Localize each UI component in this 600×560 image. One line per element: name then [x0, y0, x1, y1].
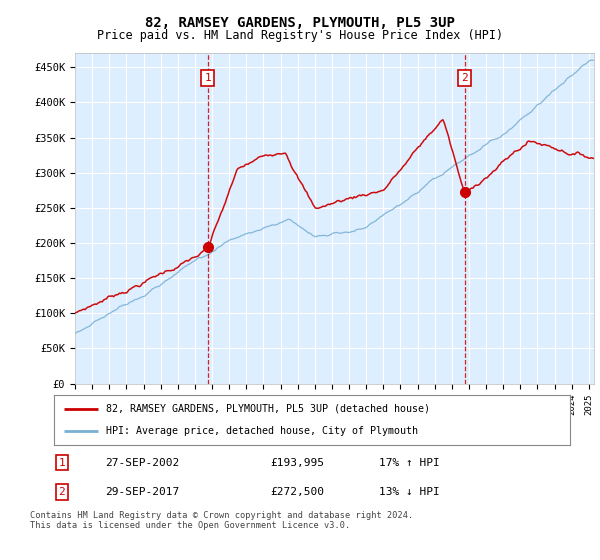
Text: 27-SEP-2002: 27-SEP-2002 — [106, 458, 180, 468]
Text: 82, RAMSEY GARDENS, PLYMOUTH, PL5 3UP: 82, RAMSEY GARDENS, PLYMOUTH, PL5 3UP — [145, 16, 455, 30]
Text: HPI: Average price, detached house, City of Plymouth: HPI: Average price, detached house, City… — [106, 426, 418, 436]
Text: 2: 2 — [58, 487, 65, 497]
Text: 17% ↑ HPI: 17% ↑ HPI — [379, 458, 440, 468]
Text: 29-SEP-2017: 29-SEP-2017 — [106, 487, 180, 497]
Text: 2: 2 — [461, 73, 468, 83]
Text: 1: 1 — [205, 73, 211, 83]
Text: Price paid vs. HM Land Registry's House Price Index (HPI): Price paid vs. HM Land Registry's House … — [97, 29, 503, 42]
Text: 1: 1 — [58, 458, 65, 468]
Text: £193,995: £193,995 — [271, 458, 325, 468]
Text: 82, RAMSEY GARDENS, PLYMOUTH, PL5 3UP (detached house): 82, RAMSEY GARDENS, PLYMOUTH, PL5 3UP (d… — [106, 404, 430, 414]
Text: 13% ↓ HPI: 13% ↓ HPI — [379, 487, 440, 497]
Text: Contains HM Land Registry data © Crown copyright and database right 2024.
This d: Contains HM Land Registry data © Crown c… — [30, 511, 413, 530]
Text: £272,500: £272,500 — [271, 487, 325, 497]
